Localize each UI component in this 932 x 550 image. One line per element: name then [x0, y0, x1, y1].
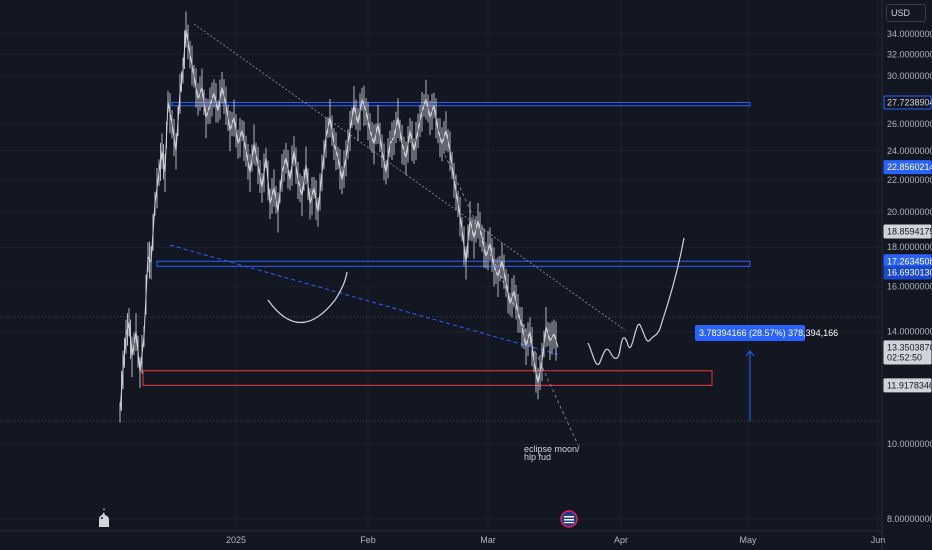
y-tick-label: 22.00000000	[887, 175, 932, 185]
price-tag-label: 13.35038708	[887, 342, 932, 352]
tradingview-logo-icon[interactable]	[96, 508, 112, 528]
price-tag-label: 11.91783466	[887, 380, 932, 390]
price-tag-label: 18.85941751	[887, 227, 932, 237]
price-tag-bg	[883, 378, 932, 393]
price-tag-bg	[883, 224, 932, 239]
y-tick-label: 20.00000000	[887, 207, 932, 217]
y-tick-label: 8.00000000	[887, 514, 932, 524]
measurement-tooltip[interactable]: 3.78394166 (28.57%) 378,394,166	[695, 325, 838, 341]
x-tick-label: Feb	[360, 535, 376, 545]
price-tag-bg	[883, 95, 932, 110]
price-tag-label: 02:52:50	[887, 353, 922, 363]
y-tick-label: 16.00000000	[887, 282, 932, 292]
y-tick-label: 14.00000000	[887, 326, 932, 336]
measurement-tooltip-bg	[695, 325, 805, 341]
projection-path[interactable]	[587, 237, 685, 365]
price-tag-label: 22.85602140	[887, 162, 932, 172]
candles	[119, 11, 557, 423]
y-tick-label: 26.00000000	[887, 119, 932, 129]
annotation-line-1: eclipse moon/	[524, 444, 580, 454]
annotation-line-2: hlp fud	[524, 452, 551, 462]
price-tag-bg	[883, 265, 932, 280]
us-flag-event-icon[interactable]	[560, 510, 578, 528]
resistance-box	[171, 101, 751, 107]
y-tick-label: 18.00000000	[887, 242, 932, 252]
zones	[142, 101, 751, 386]
price-tags: 27.72389042 22.85602140 18.85941751 17.2634…	[883, 95, 932, 393]
x-axis-ticks: 2025 Feb Mar Apr May Jun	[226, 535, 885, 545]
x-tick-label: May	[739, 535, 757, 545]
x-tick-label: 2025	[226, 535, 246, 545]
price-tag-label: 16.69301308	[887, 268, 932, 278]
trendline-steep[interactable]	[444, 154, 579, 446]
x-tick-label: Jun	[871, 535, 886, 545]
y-tick-label: 32.00000000	[887, 49, 932, 59]
price-tag-bg	[883, 160, 932, 175]
trendline-resistance[interactable]	[193, 23, 626, 331]
measure-arrowhead	[745, 350, 755, 357]
currency-selector[interactable]: USD	[886, 4, 926, 22]
y-tick-label: 30.00000000	[887, 71, 932, 81]
y-axis-ticks: 34.00000000 32.00000000 30.00000000 26.0000…	[887, 29, 932, 524]
y-tick-label: 10.00000000	[887, 439, 932, 449]
x-tick-label: Apr	[614, 535, 628, 545]
drawings	[0, 23, 882, 446]
price-tag-label: 17.26345087	[887, 256, 932, 266]
cup-curve[interactable]	[267, 271, 348, 324]
x-tick-label: Mar	[480, 535, 496, 545]
y-tick-label: 34.00000000	[887, 29, 932, 39]
support-box	[156, 260, 751, 267]
measurement-label: 3.78394166 (28.57%) 378,394,166	[699, 328, 838, 338]
price-tag-bg	[883, 350, 932, 365]
y-tick-label: 24.00000000	[887, 146, 932, 156]
trendline-support[interactable]	[169, 244, 561, 356]
demand-box	[142, 370, 713, 386]
price-tag-label: 27.72389042	[887, 97, 932, 107]
